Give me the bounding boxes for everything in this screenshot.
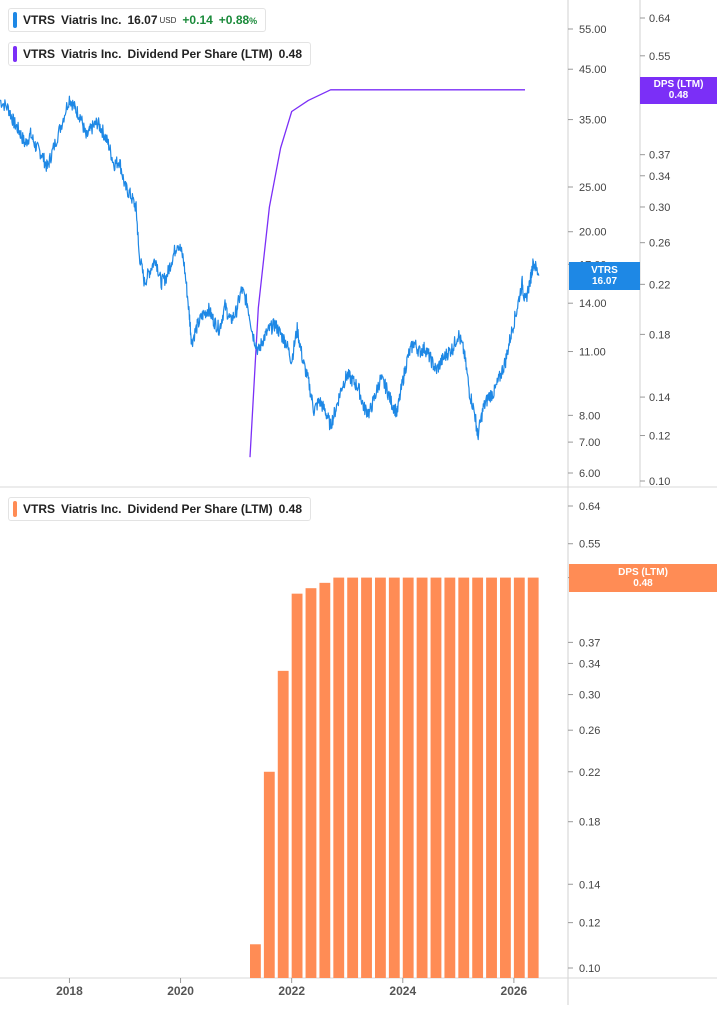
dps-bar — [527, 577, 539, 978]
dps-axis-bottom-tick-label: 0.30 — [579, 690, 600, 702]
dps-bar — [430, 577, 442, 978]
price-tag-value: 16.07 — [591, 276, 618, 287]
dps-tag-bottom-value: 0.48 — [633, 578, 653, 589]
time-axis-tick-label: 2022 — [278, 984, 305, 998]
time-axis-tick-label: 2024 — [389, 984, 416, 998]
dps-axis-bottom-tick-label: 0.64 — [579, 501, 600, 513]
dps-axis-bottom-tick-label: 0.12 — [579, 918, 600, 930]
time-axis-tick-label: 2018 — [56, 984, 83, 998]
price-axis-tick-label: 35.00 — [579, 115, 607, 127]
price-axis-tick-label: 55.00 — [579, 24, 607, 36]
legend-price-currency: USD — [159, 15, 177, 25]
dps-bar — [277, 670, 289, 978]
price-axis-tick-label: 6.00 — [579, 468, 600, 480]
dps-bar — [500, 577, 511, 978]
dps-bar — [333, 577, 345, 978]
legend-dps-top-swatch — [13, 46, 17, 62]
legend-price-value: 16.07 — [127, 13, 158, 27]
dps-bar-series — [250, 577, 539, 978]
dps-axis-tick-label: 0.34 — [649, 171, 670, 183]
dps-bar — [444, 577, 456, 978]
dps-axis-bottom-tick-label: 0.55 — [579, 539, 600, 551]
price-axis-tick-label: 45.00 — [579, 64, 607, 76]
price-line-series — [0, 95, 540, 441]
legend-dps-top-metric: Dividend Per Share (LTM) — [127, 47, 273, 61]
dps-axis-bottom-tick-label: 0.18 — [579, 817, 600, 829]
price-axis-tick-label: 8.00 — [579, 410, 600, 422]
dps-axis-tick-label: 0.14 — [649, 392, 670, 404]
dps-axis-bottom-tick-label: 0.10 — [579, 963, 600, 975]
dps-axis-bottom-tick-label: 0.34 — [579, 658, 600, 670]
dps-axis-bottom-tick-label: 0.26 — [579, 725, 600, 737]
dps-bar — [458, 577, 470, 978]
dps-bar — [416, 577, 428, 978]
dps-axis-tick-label: 0.26 — [649, 238, 670, 250]
dps-axis-tick-label: 0.37 — [649, 150, 670, 162]
dps-bar — [250, 944, 261, 978]
dps-bar — [388, 577, 400, 978]
dps-bar — [319, 582, 331, 978]
legend-dps-bottom-name: Viatris Inc. — [61, 502, 122, 516]
price-axis-tick-label: 7.00 — [579, 437, 600, 449]
price-tag: VTRS 16.07 — [569, 262, 640, 290]
dps-axis-bottom-tick-label: 0.14 — [579, 879, 600, 891]
dps-axis-tick-label: 0.22 — [649, 279, 670, 291]
dps-bar — [486, 577, 497, 978]
dps-axis-tick-label: 0.18 — [649, 329, 670, 341]
dps-axis-tick-label: 0.10 — [649, 476, 670, 488]
dps-line — [249, 89, 525, 458]
time-axis-tick-label: 2026 — [501, 984, 528, 998]
dps-axis-tick-label: 0.64 — [649, 13, 670, 25]
legend-dps-top-name: Viatris Inc. — [61, 47, 122, 61]
legend-price-change-pct: +0.88 — [218, 13, 250, 27]
dps-axis-tick-label: 0.30 — [649, 202, 670, 214]
dps-axis-tick-label: 0.55 — [649, 51, 670, 63]
price-axis-tick-label: 11.00 — [579, 347, 606, 359]
dps-bar — [375, 577, 386, 978]
dps-axis-bottom-tick-label: 0.22 — [579, 767, 600, 779]
time-axis-ticks: 2018 2020 2022 2024 2026 — [56, 978, 528, 998]
price-axis-tick-label: 25.00 — [579, 182, 607, 194]
legend-dps-bottom[interactable]: VTRS Viatris Inc. Dividend Per Share (LT… — [8, 497, 311, 521]
legend-dps-top[interactable]: VTRS Viatris Inc. Dividend Per Share (LT… — [8, 42, 311, 66]
legend-dps-bottom-swatch — [13, 501, 17, 517]
legend-dps-top-ticker: VTRS — [23, 47, 56, 61]
price-axis-tick-label: 20.00 — [579, 227, 607, 239]
dps-tag-top-value: 0.48 — [668, 90, 689, 101]
legend-dps-top-value: 0.48 — [278, 47, 302, 61]
price-line — [0, 95, 540, 441]
dps-bar — [305, 588, 317, 978]
price-axis-tick-label: 14.00 — [579, 298, 607, 310]
dps-axis-ticks-bottom: 0.640.550.480.370.340.300.260.220.180.14… — [568, 501, 600, 975]
dps-bar — [347, 577, 359, 978]
time-axis-tick-label: 2020 — [167, 984, 194, 998]
dps-bar — [472, 577, 484, 978]
price-axis-ticks: 55.0045.0035.0025.0020.0017.0014.0011.00… — [568, 24, 607, 480]
legend-price-name: Viatris Inc. — [61, 13, 122, 27]
dps-tag-bottom-label: DPS (LTM) — [618, 567, 668, 578]
dps-bar — [402, 577, 414, 978]
price-tag-label: VTRS — [591, 265, 618, 276]
dps-bar — [291, 593, 303, 978]
dps-line-series — [249, 89, 525, 458]
legend-price-pct-sign: % — [249, 16, 258, 26]
dps-bar — [263, 771, 275, 978]
dps-bar — [513, 577, 525, 978]
legend-price-swatch — [13, 12, 17, 28]
legend-dps-bottom-ticker: VTRS — [23, 502, 56, 516]
legend-price-change: +0.14 — [182, 13, 213, 27]
dps-tag-top: DPS (LTM) 0.48 — [640, 77, 717, 104]
dps-axis-bottom-tick-label: 0.37 — [579, 637, 600, 649]
dps-bar — [361, 577, 372, 978]
legend-dps-bottom-metric: Dividend Per Share (LTM) — [127, 502, 273, 516]
dps-tag-bottom: DPS (LTM) 0.48 — [569, 564, 717, 592]
legend-price-ticker: VTRS — [23, 13, 56, 27]
dps-tag-top-label: DPS (LTM) — [653, 79, 704, 90]
dps-axis-tick-label: 0.12 — [649, 431, 670, 443]
legend-price[interactable]: VTRS Viatris Inc. 16.07 USD +0.14 +0.88% — [8, 8, 267, 32]
legend-dps-bottom-value: 0.48 — [278, 502, 302, 516]
